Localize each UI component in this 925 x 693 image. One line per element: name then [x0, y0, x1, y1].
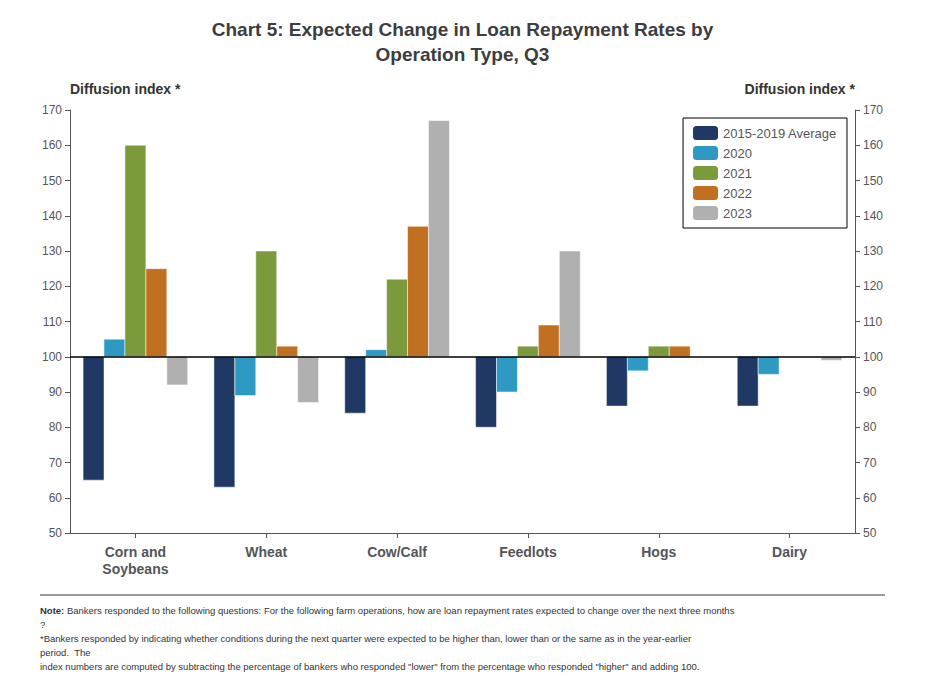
svg-text:140: 140: [863, 209, 883, 223]
svg-text:?: ?: [40, 619, 45, 630]
svg-text:100: 100: [42, 350, 62, 364]
svg-text:period. The: period. The: [40, 647, 91, 658]
svg-text:Corn and: Corn and: [105, 544, 166, 560]
svg-text:2022: 2022: [723, 186, 752, 201]
svg-text:2021: 2021: [723, 166, 752, 181]
svg-text:Diffusion index *: Diffusion index *: [745, 81, 856, 97]
svg-text:90: 90: [863, 385, 877, 399]
svg-text:120: 120: [863, 279, 883, 293]
svg-text:2015-2019 Average: 2015-2019 Average: [723, 126, 836, 141]
svg-text:140: 140: [42, 209, 62, 223]
svg-text:90: 90: [49, 385, 63, 399]
svg-text:80: 80: [863, 420, 877, 434]
svg-text:Dairy: Dairy: [772, 544, 807, 560]
svg-text:Cow/Calf: Cow/Calf: [367, 544, 427, 560]
svg-text:Feedlots: Feedlots: [499, 544, 557, 560]
svg-text:160: 160: [863, 138, 883, 152]
svg-text:index numbers are computed by: index numbers are computed by subtractin…: [40, 661, 699, 672]
svg-text:80: 80: [49, 420, 63, 434]
svg-text:100: 100: [863, 350, 883, 364]
svg-text:Operation Type, Q3: Operation Type, Q3: [376, 44, 550, 65]
svg-text:150: 150: [42, 174, 62, 188]
svg-text:110: 110: [863, 315, 882, 329]
svg-text:60: 60: [49, 491, 63, 505]
svg-text:160: 160: [42, 138, 62, 152]
svg-text:170: 170: [42, 103, 62, 117]
svg-text:60: 60: [863, 491, 877, 505]
svg-text:130: 130: [863, 244, 883, 258]
svg-text:Diffusion index *: Diffusion index *: [70, 81, 181, 97]
svg-text:*Bankers responded by indicati: *Bankers responded by indicating whether…: [40, 633, 694, 644]
svg-text:2020: 2020: [723, 146, 752, 161]
svg-text:110: 110: [43, 315, 62, 329]
svg-text:Bankers responded to the follo: Bankers responded to the following quest…: [64, 605, 734, 616]
svg-text:Chart 5: Expected Change in Lo: Chart 5: Expected Change in Loan Repayme…: [212, 19, 714, 40]
svg-text:Wheat: Wheat: [245, 544, 287, 560]
svg-text:50: 50: [863, 526, 877, 540]
svg-text:Note:: Note:: [40, 605, 64, 616]
svg-text:150: 150: [863, 174, 883, 188]
svg-text:70: 70: [49, 456, 63, 470]
svg-text:120: 120: [42, 279, 62, 293]
svg-text:130: 130: [42, 244, 62, 258]
svg-text:50: 50: [49, 526, 63, 540]
svg-text:Hogs: Hogs: [641, 544, 676, 560]
svg-text:2023: 2023: [723, 206, 752, 221]
svg-text:170: 170: [863, 103, 883, 117]
svg-text:70: 70: [863, 456, 877, 470]
svg-text:Soybeans: Soybeans: [102, 561, 168, 577]
